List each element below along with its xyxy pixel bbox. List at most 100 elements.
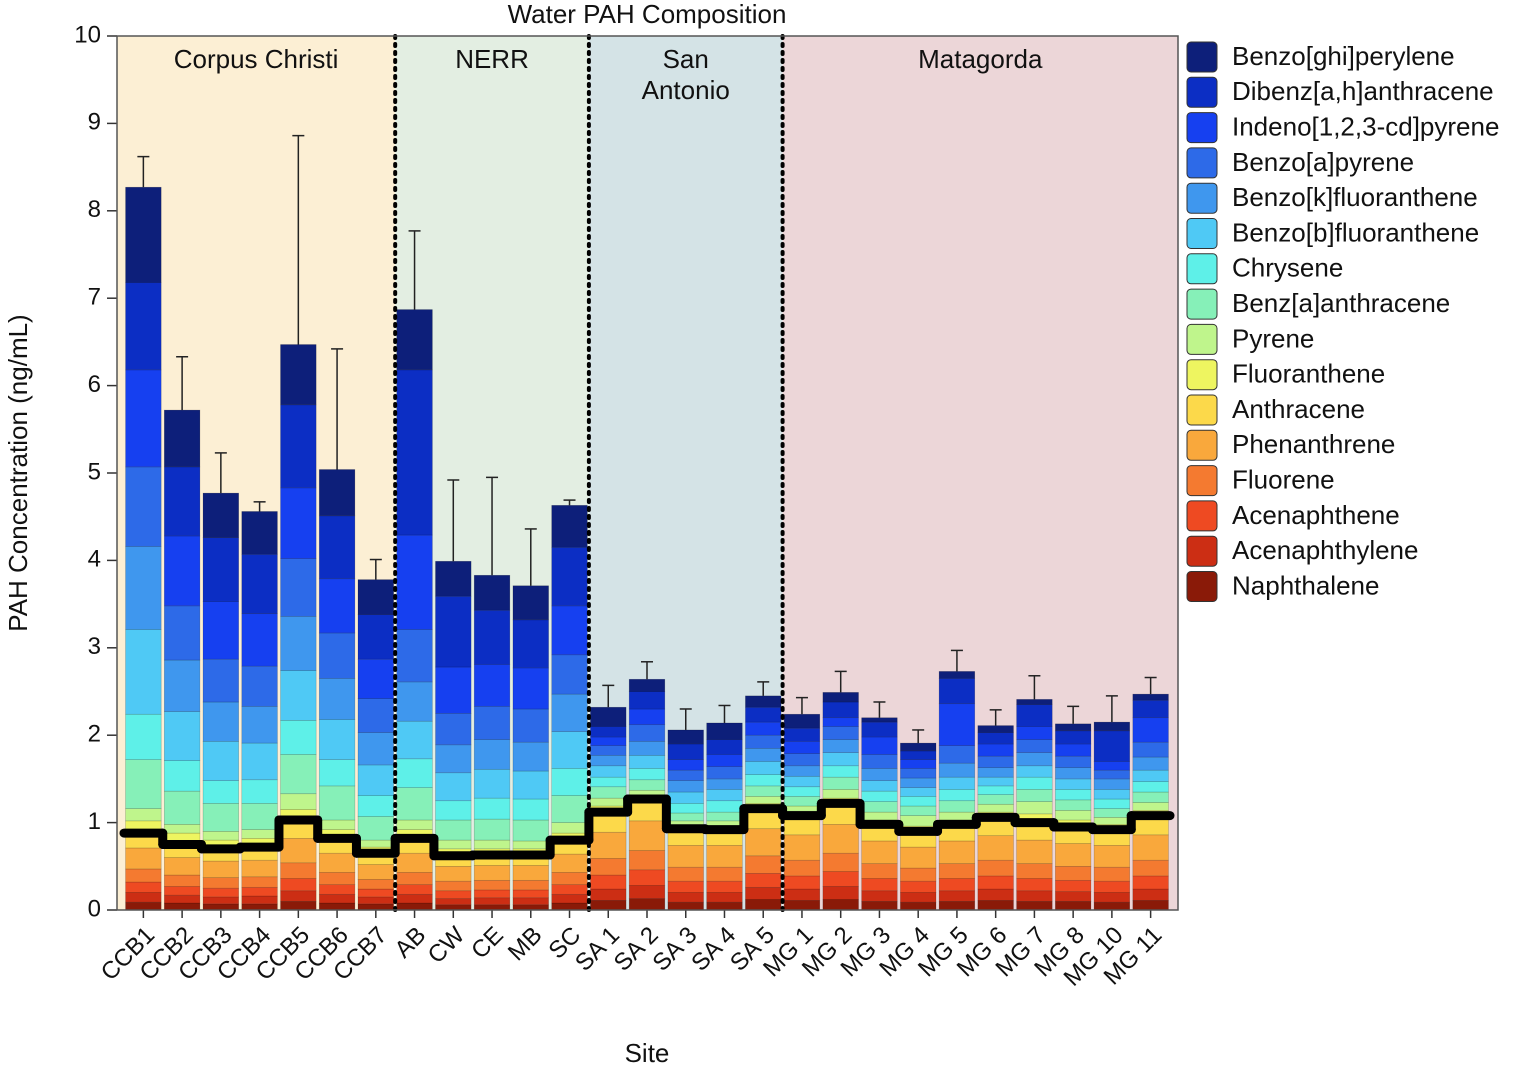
bar-segment: [202, 658, 239, 703]
bar-segment: [396, 902, 433, 911]
bar-segment: [938, 878, 976, 892]
bar-segment: [977, 803, 1014, 813]
bar-segment: [977, 732, 1014, 745]
bar-segment: [125, 713, 162, 760]
bar-segment: [1132, 699, 1169, 719]
bar-segment: [512, 619, 549, 669]
bar-segment: [163, 824, 201, 834]
bar-segment: [900, 742, 937, 752]
bar-segment: [590, 786, 627, 799]
bar-segment: [745, 872, 782, 888]
legend-swatch: [1186, 500, 1218, 532]
y-tick-label: 5: [88, 458, 101, 485]
bar-segment: [318, 578, 356, 634]
bar-segment: [900, 768, 937, 779]
bar-segment: [396, 872, 433, 885]
bar-segment: [1016, 765, 1053, 778]
bar-segment: [1132, 741, 1169, 758]
bar-segment: [357, 764, 394, 796]
y-tick-label: 4: [88, 546, 101, 573]
bar-segment: [977, 835, 1014, 861]
bar-segment: [822, 717, 859, 727]
bar-segment: [783, 727, 821, 742]
bar-segment: [163, 535, 201, 607]
bar-segment: [280, 838, 317, 864]
legend-swatch: [1186, 253, 1218, 285]
x-tick-label: CW: [423, 921, 471, 969]
bar-segment: [861, 811, 898, 821]
bar-segment: [938, 890, 976, 902]
bar-segment: [1132, 875, 1169, 890]
bar-segment: [1016, 839, 1053, 864]
bar-segment: [745, 706, 782, 723]
bar-segment: [938, 678, 976, 705]
bar-segment: [396, 369, 433, 536]
bar-segment: [590, 755, 627, 767]
bar-segment: [357, 658, 394, 699]
legend-label: Fluorene: [1232, 464, 1335, 494]
bar-segment: [1055, 767, 1092, 780]
bar-segment: [977, 785, 1014, 795]
bar-segment: [783, 775, 821, 788]
bar-segment: [435, 898, 472, 906]
bar-segment: [512, 798, 549, 821]
bar-segment: [473, 797, 511, 820]
bar-segment: [512, 819, 549, 842]
bar-segment: [977, 900, 1014, 911]
bar-segment: [977, 776, 1014, 787]
bar-segment: [551, 884, 588, 895]
x-axis-label: Site: [625, 1038, 670, 1068]
bar-segment: [783, 859, 821, 877]
bar-segment: [1016, 801, 1053, 815]
bar-segment: [590, 726, 627, 738]
bar-segment: [1132, 834, 1169, 861]
bar-segment: [318, 469, 356, 517]
bar-segment: [667, 791, 704, 804]
bar-segment: [628, 708, 666, 726]
bar-segment: [745, 785, 782, 797]
bar-segment: [473, 818, 511, 841]
bar-segment: [163, 857, 201, 876]
bar-segment: [1055, 879, 1092, 892]
bar-segment: [318, 719, 356, 760]
legend-label: Fluoranthene: [1232, 359, 1385, 389]
bar-segment: [745, 886, 782, 900]
bar-segment: [1132, 756, 1169, 771]
bar-segment: [590, 831, 627, 859]
bar-segment: [745, 855, 782, 874]
bar-segment: [512, 904, 549, 911]
legend-swatch: [1186, 218, 1218, 249]
bar-segment: [318, 884, 356, 895]
bar-segment: [706, 845, 743, 868]
bar-segment: [551, 605, 588, 656]
bar-segment: [318, 785, 356, 821]
legend-swatch: [1186, 571, 1218, 602]
bar-segment: [1093, 761, 1131, 771]
bar-segment: [1132, 693, 1169, 701]
legend-swatch: [1186, 465, 1218, 497]
bar-segment: [163, 874, 201, 887]
bar-segment: [745, 828, 782, 857]
bar-segment: [706, 789, 743, 802]
bar-segment: [241, 829, 278, 839]
bar-segment: [202, 877, 239, 889]
bar-segment: [473, 768, 511, 799]
bar-segment: [1093, 769, 1131, 780]
bar-segment: [396, 758, 433, 788]
bar-segment: [163, 605, 201, 661]
bar-segment: [590, 797, 627, 807]
bar-segment: [396, 787, 433, 821]
bar-segment: [900, 750, 937, 760]
bar-segment: [1016, 789, 1053, 802]
bar-segment: [861, 721, 898, 738]
bar-segment: [938, 671, 976, 679]
bar-segment: [163, 409, 201, 468]
legend-label: Phenanthrene: [1232, 429, 1395, 459]
bar-segment: [667, 743, 704, 760]
bar-segment: [745, 761, 782, 775]
bar-segment: [202, 803, 239, 832]
bar-segment: [396, 534, 433, 630]
legend-label: Chrysene: [1232, 253, 1343, 283]
bar-segment: [1132, 791, 1169, 803]
